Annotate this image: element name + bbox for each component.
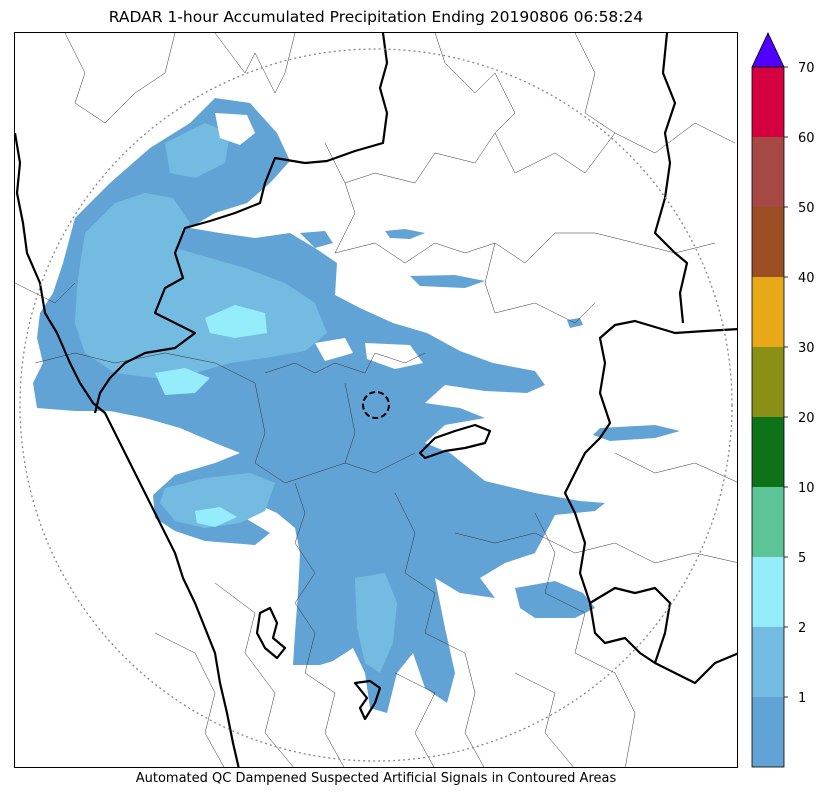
boundary-enclave-2 [353,679,382,721]
precip-1-2-plume [355,573,397,673]
precip-streak-north [410,275,485,288]
colorbar-tick-label: 2 [798,621,806,636]
qc-contour [362,391,390,419]
colorbar-tick-label: 30 [798,341,815,356]
colorbar-bins [752,67,784,767]
boundary-east-north [653,33,689,324]
colorbar: 1 2 5 10 20 30 40 50 60 70 [751,30,825,770]
precip-2-5-south [195,507,237,527]
colorbar-tick-label: 20 [798,411,815,426]
radar-map-canvas [15,33,737,767]
colorbar-bin [752,67,784,137]
colorbar-tick-label: 5 [798,551,806,566]
colorbar-bin [752,137,784,207]
colorbar-tick-label: 60 [798,131,815,146]
coastline-west [15,132,240,767]
colorbar-bin [752,697,784,767]
colorbar-tick-label: 1 [798,691,806,706]
colorbar-canvas: 1 2 5 10 20 30 40 50 60 70 [751,32,815,768]
precip-2-5-core [205,305,267,338]
colorbar-bin [752,417,784,487]
coastline [15,132,240,767]
colorbar-bin [752,627,784,697]
boundary-enclave-1 [255,606,287,660]
precip-area-east [515,581,595,618]
colorbar-bin [752,347,784,417]
precip-streak-east [593,425,680,441]
colorbar-bin [752,207,784,277]
precip-gaps [215,113,423,369]
colorbar-bin [752,487,784,557]
colorbar-tick-label: 50 [798,201,815,216]
gap-north [215,113,255,145]
boundary-east [563,319,737,685]
precip-fleck-3 [300,231,333,248]
range-ring [19,48,733,762]
district-boundaries [15,33,737,767]
boundary-south-east [589,586,672,664]
colorbar-extend-arrow [751,32,785,68]
map-title: RADAR 1-hour Accumulated Precipitation E… [108,8,644,26]
precip-1-2-north [165,123,230,178]
map-caption: Automated QC Dampened Suspected Artifici… [135,771,617,786]
boundary-pocket [418,423,492,460]
colorbar-bin [752,557,784,627]
precip-fleck-2 [385,229,425,239]
radar-map [14,32,738,768]
colorbar-ticks: 1 2 5 10 20 30 40 50 60 70 [784,61,815,706]
state-boundaries [93,33,737,721]
colorbar-tick-label: 10 [798,481,815,496]
precip-layer-2-5 [155,305,267,527]
colorbar-tick-label: 40 [798,271,815,286]
colorbar-tick-label: 70 [798,61,815,76]
precip-1-2-south [160,473,275,528]
boundary-north [93,33,389,414]
precip-2-5-west [155,368,210,395]
precip-area-west [33,98,605,713]
gap-center [315,338,353,361]
colorbar-bin [752,277,784,347]
gap-east [365,343,423,369]
